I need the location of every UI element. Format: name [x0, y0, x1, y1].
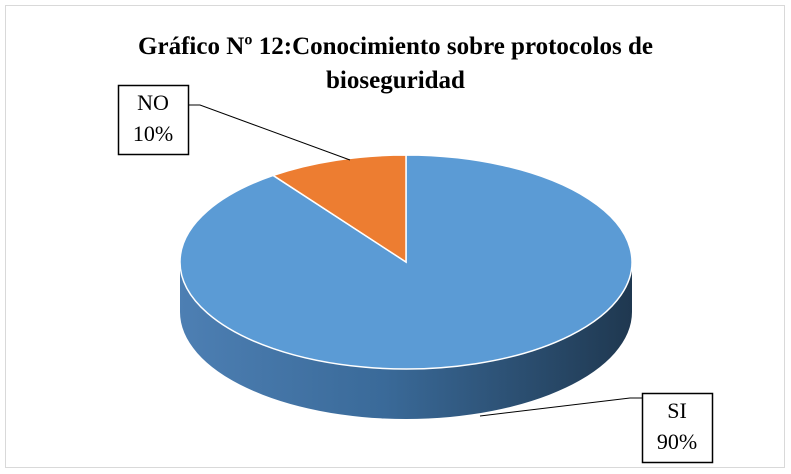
data-label-category: NO [137, 90, 169, 115]
data-label-value: 10% [133, 121, 173, 146]
data-label-box [117, 84, 190, 156]
chart-title: Gráfico Nº 12:Conocimiento sobre protoco… [138, 33, 653, 94]
data-label-box [641, 392, 714, 464]
data-label-value: 90% [657, 429, 697, 454]
pie-side [180, 262, 632, 419]
pie-slice [271, 154, 407, 264]
leader-line [187, 104, 351, 161]
data-label-category: SI [667, 398, 687, 423]
leader-line [479, 397, 642, 417]
